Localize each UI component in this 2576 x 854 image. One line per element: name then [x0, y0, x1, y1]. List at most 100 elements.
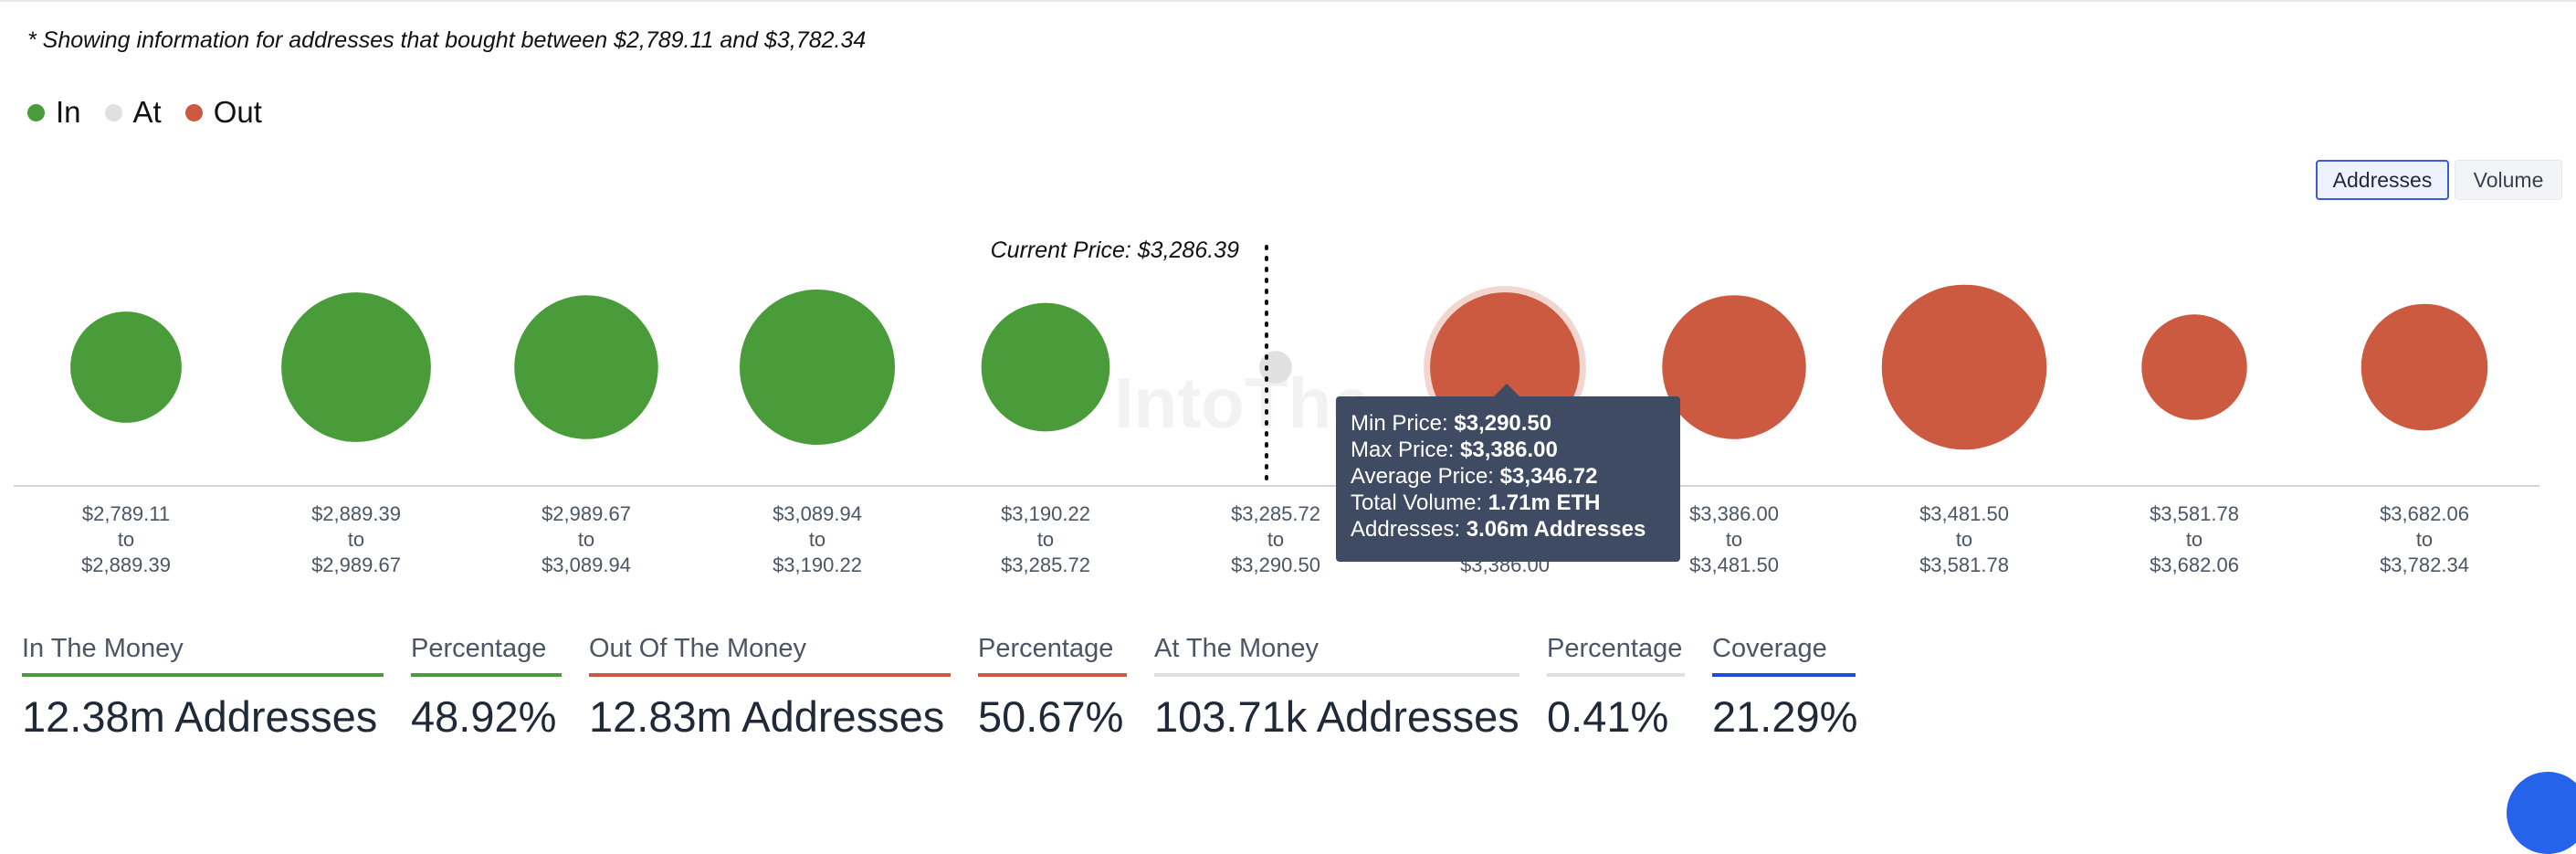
- bucket-to-label: $2,989.67: [311, 554, 401, 576]
- bucket-from-label: $2,989.67: [541, 502, 631, 525]
- stat-out-of-the-money: Out Of The Money 12.83m Addresses: [589, 634, 951, 742]
- bucket-from-label: $3,285.72: [1231, 502, 1320, 525]
- stat-coverage: Coverage 21.29%: [1712, 634, 1858, 742]
- view-toggle: Addresses Volume: [2316, 160, 2562, 200]
- tooltip-avg-label: Average Price:: [1351, 464, 1494, 489]
- stat-value: 48.92%: [411, 692, 557, 741]
- addresses-toggle-button[interactable]: Addresses: [2316, 160, 2449, 200]
- bucket-from-label: $3,682.06: [2380, 502, 2469, 525]
- bucket-from-label: $3,581.78: [2150, 502, 2239, 525]
- bucket-to-word: to: [2186, 528, 2203, 551]
- tooltip-volume-label: Total Volume:: [1351, 490, 1483, 515]
- bucket-to-word: to: [1037, 528, 1054, 551]
- at-dot-icon: [104, 103, 122, 121]
- legend-label-in: In: [56, 95, 81, 129]
- stat-value: 0.41%: [1547, 692, 1669, 741]
- bubble-in: [514, 295, 658, 439]
- bubble-out: [1662, 295, 1806, 439]
- stat-underline: [411, 673, 562, 677]
- stat-label: Percentage: [411, 634, 547, 663]
- bucket-to-label: $3,481.50: [1689, 554, 1779, 576]
- bubble-out: [1881, 284, 2047, 450]
- tooltip-max-label: Max Price:: [1351, 438, 1455, 462]
- volume-toggle-button[interactable]: Volume: [2455, 160, 2562, 200]
- stat-underline: [1547, 673, 1685, 677]
- stat-at-percentage: Percentage 0.41%: [1547, 634, 1685, 742]
- bucket-to-word: to: [809, 528, 825, 551]
- stat-underline: [589, 673, 951, 677]
- bucket-to-word: to: [1267, 528, 1284, 551]
- tooltip-addresses-label: Addresses:: [1351, 517, 1461, 542]
- stat-underline: [1154, 673, 1519, 677]
- bucket-to-label: $3,581.78: [1919, 554, 2009, 576]
- stat-in-the-money: In The Money 12.38m Addresses: [22, 634, 384, 742]
- tooltip-min-row: Min Price: $3,290.50: [1351, 410, 1666, 437]
- legend-item-out[interactable]: Out: [184, 95, 262, 130]
- stat-value: 103.71k Addresses: [1154, 692, 1519, 741]
- chat-launcher-button[interactable]: [2507, 772, 2576, 854]
- legend-item-in[interactable]: In: [27, 95, 81, 130]
- bubble-in: [739, 289, 896, 446]
- bucket-to-label: $2,889.39: [81, 554, 171, 576]
- tooltip-addresses-value: 3.06m Addresses: [1466, 517, 1646, 542]
- legend: In At Out: [27, 95, 286, 130]
- bucket-from-label: $2,889.39: [311, 502, 401, 525]
- bucket-to-word: to: [1956, 528, 1972, 551]
- bucket-from-label: $3,190.22: [1001, 502, 1090, 525]
- out-dot-icon: [184, 103, 203, 121]
- tooltip-avg-row: Average Price: $3,346.72: [1351, 463, 1666, 490]
- bucket-to-label: $3,682.06: [2150, 554, 2239, 576]
- tooltip-max-row: Max Price: $3,386.00: [1351, 437, 1666, 463]
- tooltip-volume-row: Total Volume: 1.71m ETH: [1351, 490, 1666, 516]
- bucket-to-label: $3,190.22: [773, 554, 862, 576]
- tooltip-min-label: Min Price:: [1351, 411, 1448, 436]
- tooltip-min-value: $3,290.50: [1454, 411, 1552, 436]
- stat-at-the-money: At The Money 103.71k Addresses: [1154, 634, 1519, 742]
- stat-label: Out Of The Money: [589, 634, 807, 663]
- stat-out-percentage: Percentage 50.67%: [978, 634, 1127, 742]
- legend-label-out: Out: [213, 95, 262, 129]
- stat-value: 12.83m Addresses: [589, 692, 945, 741]
- stat-underline: [1712, 673, 1856, 677]
- bucket-from-label: $3,089.94: [773, 502, 862, 525]
- stat-label: Percentage: [978, 634, 1114, 663]
- bucket-to-word: to: [1726, 528, 1742, 551]
- stat-in-percentage: Percentage 48.92%: [411, 634, 562, 742]
- info-note: * Showing information for addresses that…: [27, 27, 867, 53]
- tooltip-max-value: $3,386.00: [1460, 438, 1558, 462]
- bucket-from-label: $3,481.50: [1919, 502, 2009, 525]
- bucket-to-label: $3,290.50: [1231, 554, 1320, 576]
- stat-underline: [978, 673, 1127, 677]
- bucket-from-label: $3,386.00: [1689, 502, 1779, 525]
- bucket-to-word: to: [118, 528, 134, 551]
- bubble-out: [2141, 314, 2247, 420]
- stat-label: In The Money: [22, 634, 184, 663]
- tooltip-arrow: [1494, 384, 1519, 396]
- stat-value: 50.67%: [978, 692, 1124, 741]
- stat-value: 12.38m Addresses: [22, 692, 378, 741]
- stat-value: 21.29%: [1712, 692, 1858, 741]
- top-divider: [0, 0, 2576, 2]
- tooltip-avg-value: $3,346.72: [1499, 464, 1598, 489]
- bucket-to-label: $3,782.34: [2380, 554, 2469, 576]
- watermark-text: IntoThe: [1114, 363, 1372, 443]
- current-price-label: Current Price: $3,286.39: [991, 237, 1239, 263]
- stat-label: Coverage: [1712, 634, 1827, 663]
- bucket-to-word: to: [2416, 528, 2433, 551]
- bucket-from-label: $2,789.11: [82, 502, 170, 525]
- bucket-tooltip: Min Price: $3,290.50 Max Price: $3,386.0…: [1336, 396, 1680, 562]
- bucket-to-word: to: [578, 528, 594, 551]
- bubble-in: [70, 311, 182, 423]
- bucket-to-word: to: [348, 528, 364, 551]
- legend-label-at: At: [132, 95, 162, 129]
- bubble-at: [1259, 351, 1292, 384]
- stat-label: At The Money: [1154, 634, 1320, 663]
- stat-underline: [22, 673, 384, 677]
- legend-item-at[interactable]: At: [104, 95, 162, 130]
- bucket-to-label: $3,285.72: [1001, 554, 1090, 576]
- bucket-to-label: $3,089.94: [541, 554, 631, 576]
- bubble-in: [981, 302, 1110, 432]
- bubble-out: [2360, 303, 2488, 431]
- bubble-in: [281, 292, 431, 442]
- tooltip-volume-value: 1.71m ETH: [1488, 490, 1601, 515]
